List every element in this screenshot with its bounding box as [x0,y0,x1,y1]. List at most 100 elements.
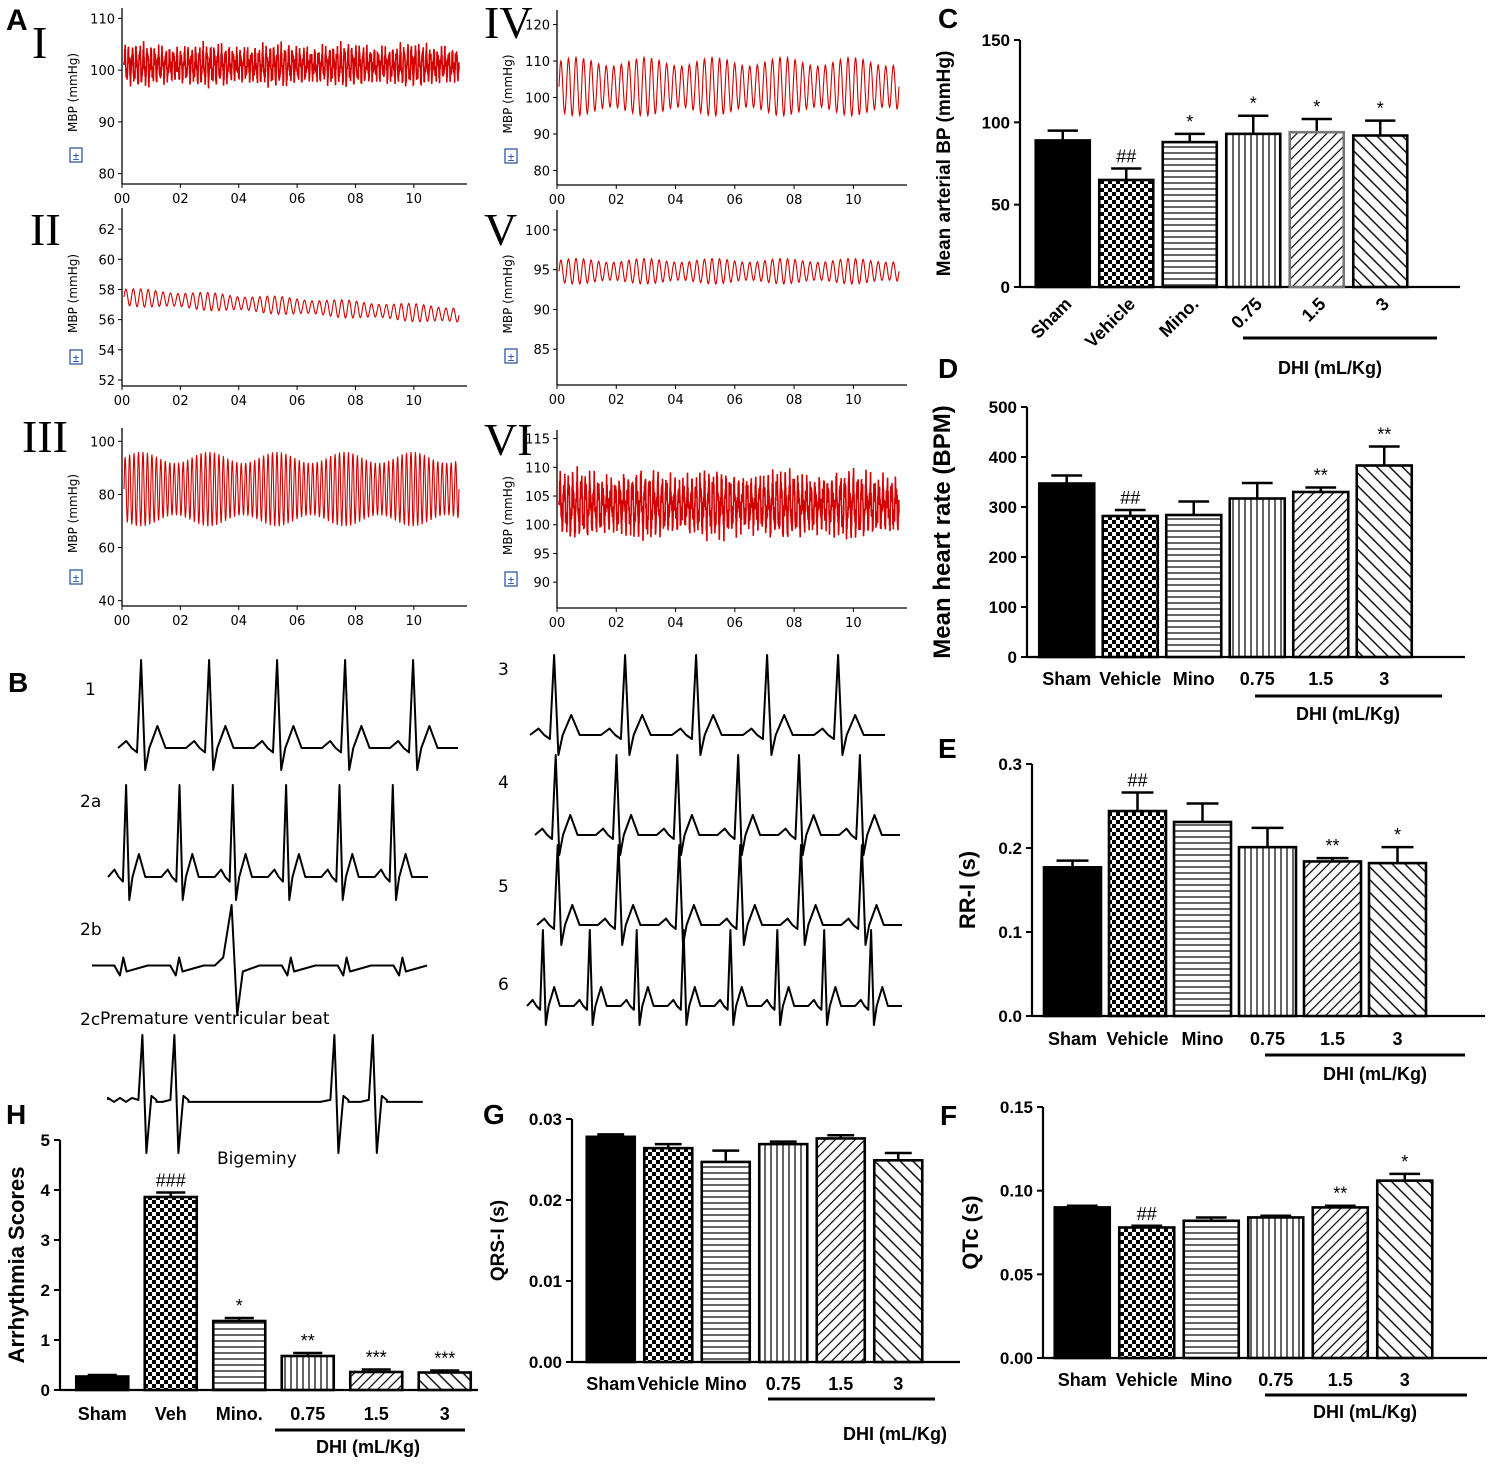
mbp-y-label: MBP (mmHg) [501,54,515,133]
y-tick-label: 100 [989,598,1017,617]
ecg-waveform [526,929,902,1026]
mbp-panel-numeral: I [32,17,47,68]
ecg-waveform [529,654,885,756]
y-tick-label: 100 [90,435,115,450]
bar [1367,861,1428,1018]
y-tick-label: 80 [98,168,115,183]
bar [348,1370,404,1392]
panel-label-h: H [6,1099,26,1130]
x-tick-label: Sham [78,1404,127,1424]
y-tick-label: 400 [989,448,1017,467]
ecg-trace-4: 4 [498,754,900,856]
x-tick-label: Vehicle [1081,294,1139,352]
y-tick-label: 5 [41,1131,50,1150]
significance-mark: *** [434,1349,455,1369]
bar-chart-e: 0.0 0.1 0.2 0.3 RR-I (s) Sham ## Vehicle Mino 0.7… [955,755,1485,1084]
bar [280,1354,336,1392]
ecg-annotation-bigeminy: Bigeminy [217,1149,297,1169]
x-tick-label: 3 [1379,669,1389,689]
y-tick-label: 110 [525,55,550,70]
bar-chart-h: 0 1 2 3 4 5 Arrhythmia Scores Sham ### Veh * Mino. *… [4,1131,478,1457]
mbp-panel-numeral: V [484,204,517,255]
significance-mark: ** [1377,425,1391,445]
x-tick-label: 02 [172,192,189,207]
x-tick-label: 06 [727,393,744,408]
x-tick-label: Mino [705,1374,747,1394]
mbp-trace [123,451,460,527]
y-tick-label: 0.03 [529,1110,562,1129]
ecg-trace-label: 2b [80,920,102,940]
bar [143,1195,199,1392]
significance-mark: * [1186,112,1193,132]
x-tick-label: 1.5 [828,1374,853,1394]
y-tick-label: 0.10 [1000,1182,1033,1201]
ecg-annotation-pvc: Premature ventricular beat [100,1009,330,1029]
y-tick-label: 115 [525,433,550,448]
scale-icon[interactable] [69,569,83,585]
ecg-trace-label: 6 [498,975,509,995]
y-tick-label: 2 [41,1281,50,1300]
x-tick-label: 3 [893,1374,903,1394]
x-tick-label: 10 [845,616,862,631]
y-tick-label: 90 [533,576,550,591]
ecg-trace-2b: 2b Premature ventricular beat [80,904,428,1029]
bar [74,1375,130,1392]
scale-icon-glyph: ± [73,351,80,365]
x-tick-label: 3 [1392,1029,1402,1049]
y-tick-label: 4 [41,1181,51,1200]
mbp-panel-numeral: III [22,411,68,462]
ecg-waveform [117,659,458,771]
mbp-panel-4: IV 80 90 100 110 120 00 02 04 06 08 10 MBP (mmHg) ± [484,0,907,208]
x-tick-label: 00 [549,616,566,631]
bar [1228,497,1287,659]
mbp-trace [123,40,460,89]
x-tick-label: Veh [155,1404,187,1424]
x-tick-label: 02 [608,616,625,631]
scale-icon[interactable] [504,148,518,164]
x-tick-label: 0.75 [1250,1029,1285,1049]
significance-mark: ### [156,1171,186,1191]
x-tick-label: 3 [1372,294,1393,315]
y-tick-label: 110 [90,12,115,27]
panel-label-b: B [8,667,28,698]
ecg-waveform [92,904,428,1016]
x-tick-label: 02 [172,614,189,629]
group-label: DHI (mL/Kg) [1313,1402,1417,1422]
mbp-trace [558,257,900,286]
x-tick-label: 0.75 [1258,1370,1293,1390]
significance-mark: * [1401,1152,1408,1172]
bar [815,1137,867,1364]
significance-mark: ## [1120,488,1140,508]
x-tick-label: 06 [289,614,306,629]
group-label: DHI (mL/Kg) [1323,1064,1427,1084]
y-tick-label: 0.00 [1000,1349,1033,1368]
y-axis-label: QTc (s) [958,1195,983,1269]
scale-icon[interactable] [69,147,83,163]
scale-icon[interactable] [504,571,518,587]
ecg-waveform [107,1034,423,1154]
x-tick-label: Mino. [1155,294,1202,341]
x-tick-label: 10 [406,614,423,629]
ecg-trace-5: 5 [498,844,902,946]
bar-chart-g: 0.00 0.01 0.02 0.03 QRS-I (s) Sham Vehicle Mino… [488,1110,960,1444]
x-tick-label: 00 [114,192,131,207]
y-tick-label: 0.0 [998,1007,1022,1026]
mbp-y-label: MBP (mmHg) [501,254,515,333]
mbp-panel-6: VI 90 95 100 105 110 115 00 02 04 06 08 10 MBP (mmHg)… [484,414,907,631]
x-tick-label: Mino [1173,669,1215,689]
panel-label-e: E [938,733,957,764]
x-tick-label: 1.5 [1298,294,1330,326]
bar [1351,134,1409,289]
scale-icon[interactable] [69,349,83,365]
x-tick-label: 3 [440,1404,450,1424]
y-tick-label: 100 [525,519,550,534]
y-axis-label: Mean arterial BP (mmHg) [934,51,955,277]
mbp-trace [558,466,900,542]
scale-icon[interactable] [504,348,518,364]
x-tick-label: Sham [1048,1029,1097,1049]
ecg-trace-label: 1 [85,680,96,700]
x-tick-label: 08 [347,192,364,207]
bar [1037,482,1096,659]
x-tick-label: 08 [347,614,364,629]
